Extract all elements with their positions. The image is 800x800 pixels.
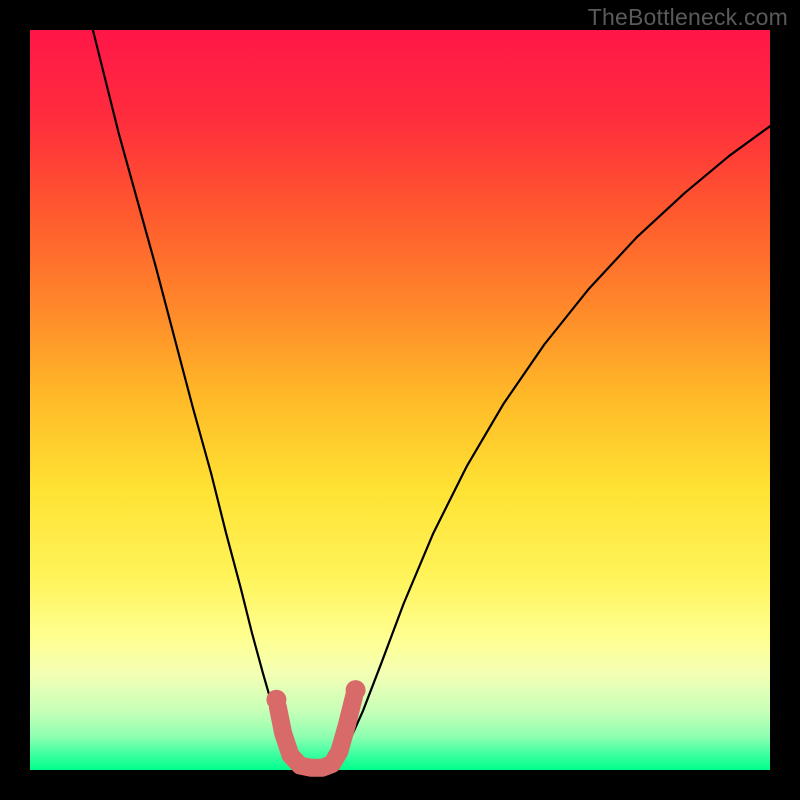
chart-svg bbox=[30, 30, 770, 770]
watermark-text: TheBottleneck.com bbox=[588, 4, 788, 31]
chart-background-gradient bbox=[30, 30, 770, 770]
chart-plot-area bbox=[30, 30, 770, 770]
